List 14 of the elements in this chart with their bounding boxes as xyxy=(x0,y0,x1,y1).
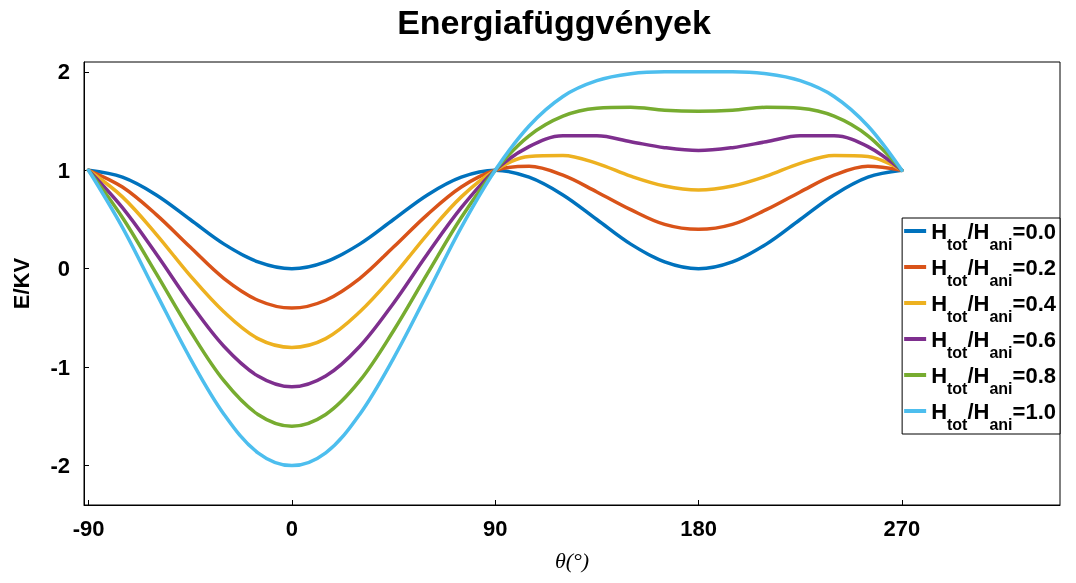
y-tick-label: 0 xyxy=(57,256,70,282)
y-tick-label: -1 xyxy=(50,354,70,380)
x-tick-label: 0 xyxy=(285,515,298,541)
x-axis-title: θ(°) xyxy=(554,547,590,573)
line-series xyxy=(86,70,904,468)
x-tick-label: -90 xyxy=(72,515,105,541)
x-tick-label: 180 xyxy=(680,515,717,541)
x-tick-label: 90 xyxy=(482,515,508,541)
y-tick-label: 1 xyxy=(57,157,70,183)
y-tick-label: 2 xyxy=(57,59,70,85)
chart-title: Energiafüggvények xyxy=(397,3,711,41)
y-axis-title: E/KV xyxy=(8,257,34,310)
y-tick-label: -2 xyxy=(50,453,70,479)
x-tick-label: 270 xyxy=(883,515,921,541)
